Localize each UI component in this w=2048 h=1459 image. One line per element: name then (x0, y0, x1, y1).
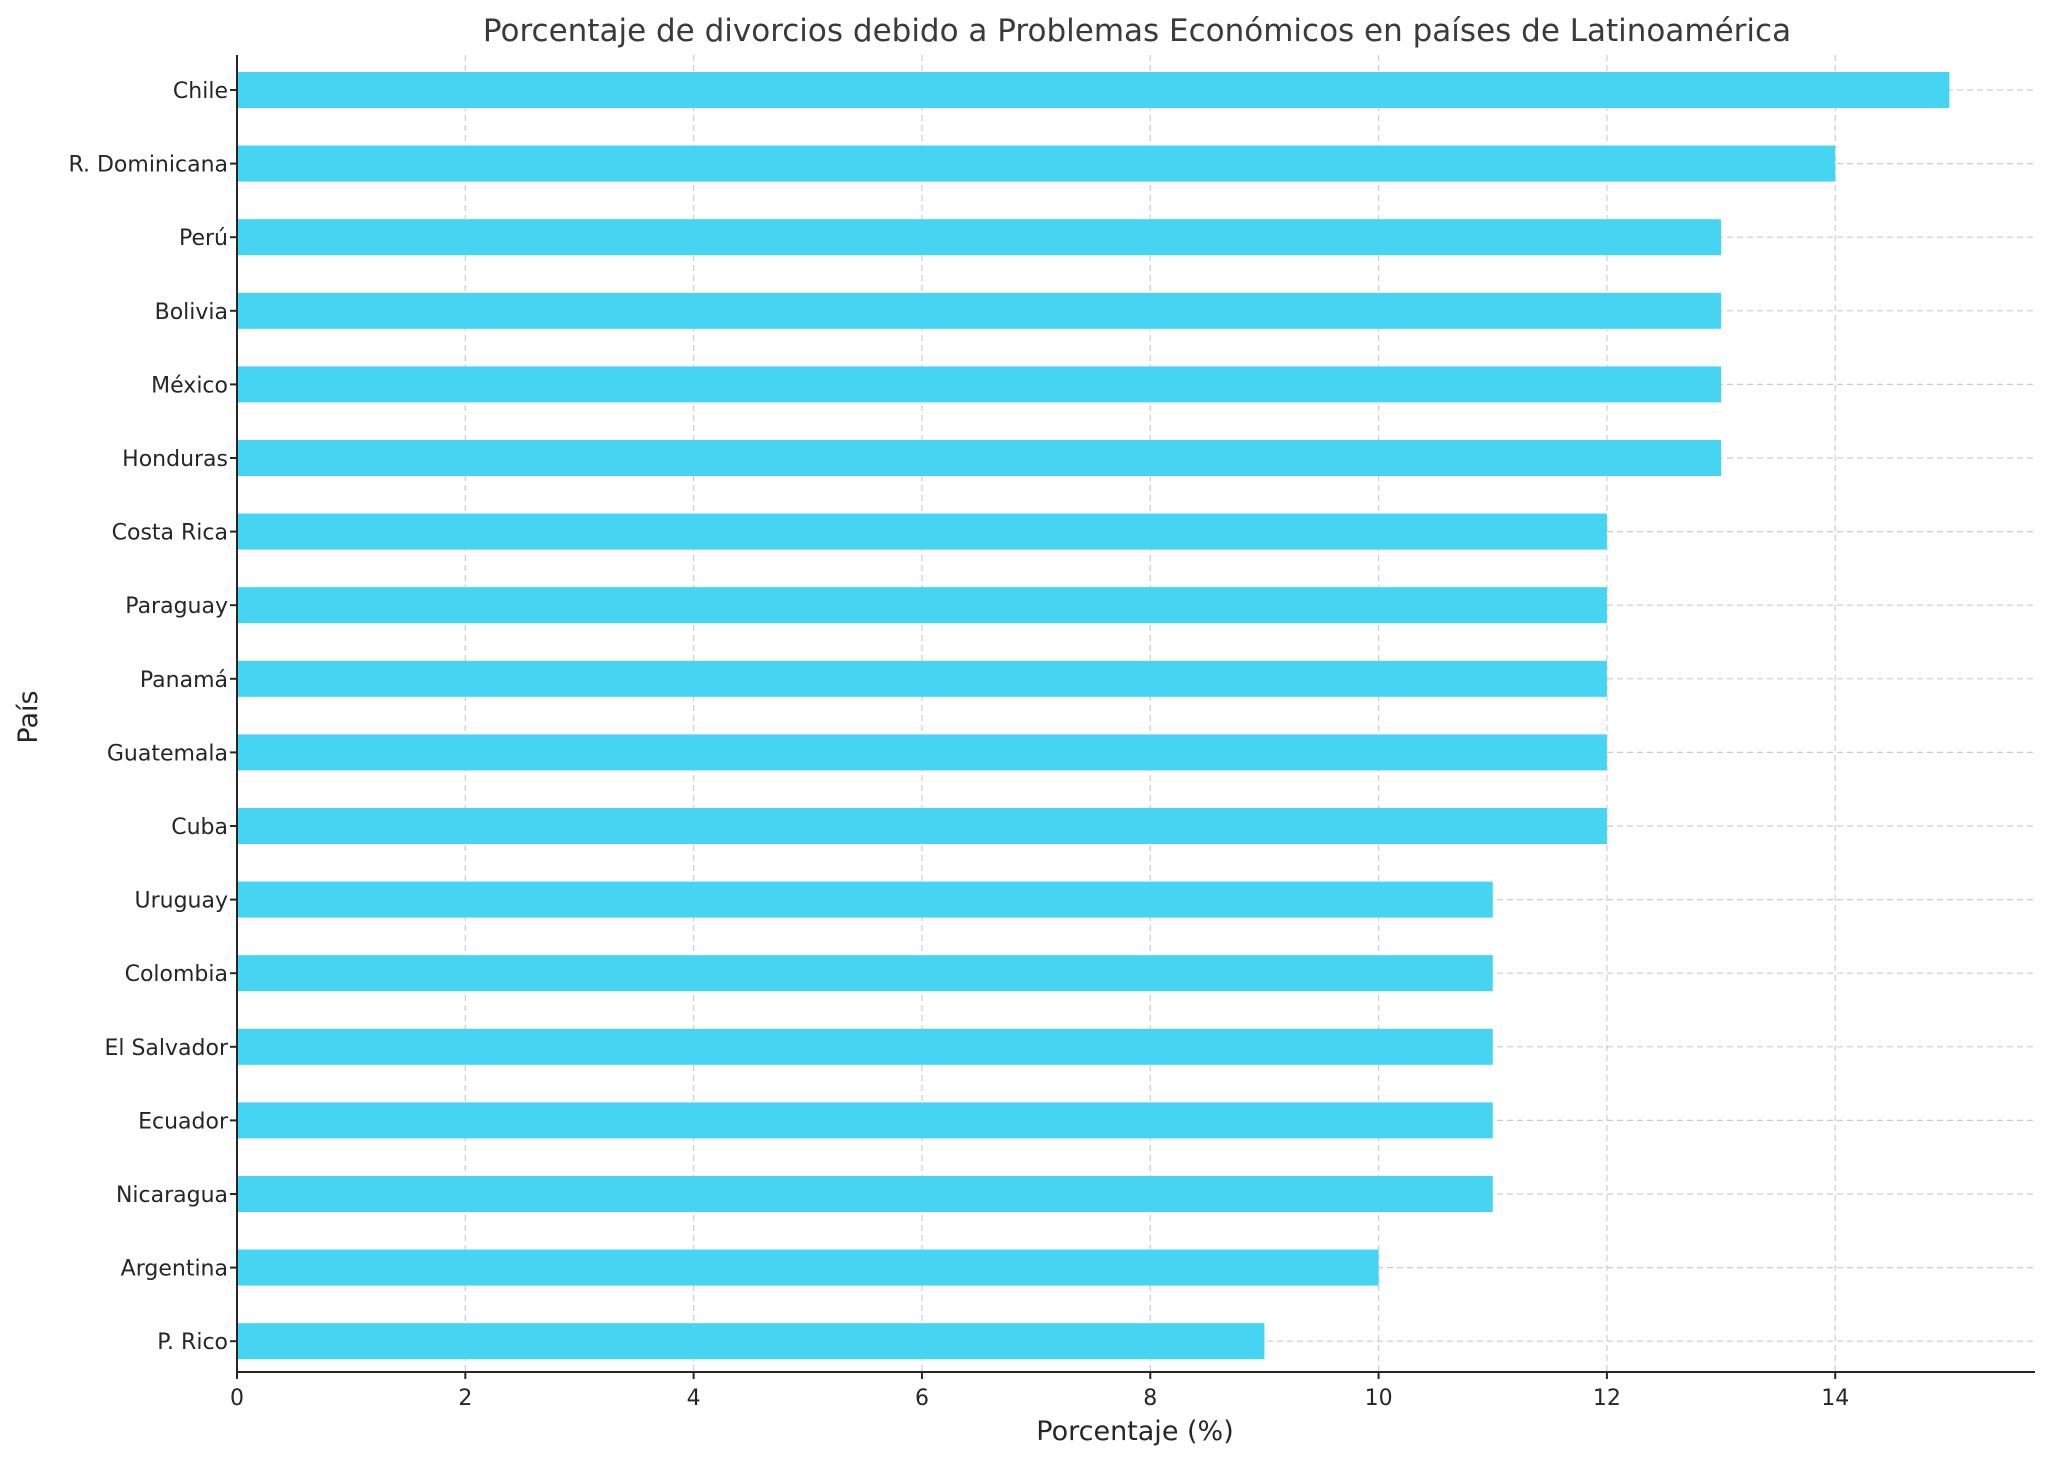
y-tick-label: R. Dominicana (69, 153, 229, 178)
y-tick-label: Uruguay (135, 889, 229, 914)
y-tick-label: Guatemala (107, 741, 228, 766)
x-tick-labels: 0 2 4 6 8 10 12 14 (230, 1372, 1849, 1411)
bar (237, 734, 1607, 771)
y-tick-label: Ecuador (138, 1109, 229, 1134)
x-axis-label: Porcentaje (%) (1036, 1416, 1233, 1447)
bar (237, 1176, 1493, 1212)
y-tick-label: Chile (173, 79, 228, 104)
x-tick-label: 0 (230, 1386, 244, 1411)
y-tick-label: Paraguay (125, 594, 228, 619)
y-tick-label: Argentina (121, 1257, 228, 1282)
y-tick-label: México (151, 373, 228, 398)
bar (237, 881, 1493, 918)
y-tick-label: Perú (179, 226, 228, 251)
bar (237, 145, 1836, 182)
bars (237, 72, 1950, 1360)
chart-title: Porcentaje de divorcios debido a Problem… (483, 13, 1791, 49)
y-tick-label: Panamá (140, 668, 228, 693)
x-tick-label: 12 (1593, 1386, 1621, 1411)
x-tick-label: 8 (1143, 1386, 1157, 1411)
bar (237, 292, 1722, 329)
y-tick-label: Honduras (122, 447, 228, 472)
x-tick-label: 6 (915, 1386, 929, 1411)
bar (237, 219, 1722, 256)
axes (236, 55, 2035, 1373)
bar (237, 660, 1607, 697)
y-tick-label: Colombia (125, 962, 228, 987)
bar (237, 1249, 1379, 1286)
bar (237, 72, 1950, 108)
y-tick-label: Cuba (171, 815, 228, 840)
y-tick-label: Nicaragua (116, 1183, 228, 1208)
x-tick-label: 14 (1821, 1386, 1849, 1411)
bar (237, 1028, 1493, 1065)
bar (237, 1102, 1493, 1139)
y-tick-label: Costa Rica (112, 521, 228, 546)
x-tick-label: 4 (687, 1386, 701, 1411)
y-tick-label: Bolivia (155, 300, 228, 325)
x-tick-label: 10 (1365, 1386, 1393, 1411)
bar (237, 587, 1607, 624)
y-tick-labels: Chile R. Dominicana Perú Bolivia México Hondu… (69, 79, 237, 1355)
y-axis-label: País (13, 690, 44, 743)
bar (237, 366, 1722, 403)
bar (237, 1323, 1265, 1360)
y-tick-label: P. Rico (157, 1330, 228, 1355)
bar (237, 440, 1722, 476)
bar (237, 955, 1493, 992)
y-tick-label: El Salvador (104, 1036, 228, 1061)
bar (237, 808, 1607, 844)
bar (237, 513, 1607, 550)
x-tick-label: 2 (458, 1386, 472, 1411)
